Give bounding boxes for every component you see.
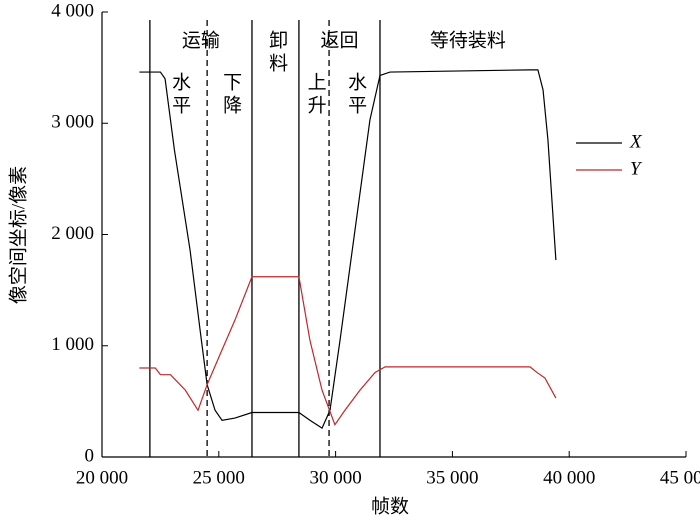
substage-label: 水平 — [169, 72, 191, 118]
x-tick-label: 35 000 — [426, 467, 478, 488]
y-tick-label: 0 — [85, 445, 95, 466]
legend-label: X — [629, 131, 643, 152]
y-tick-label: 4 000 — [51, 0, 94, 21]
x-tick-label: 40 000 — [543, 467, 595, 488]
x-tick-label: 25 000 — [193, 467, 245, 488]
x-tick-label: 45 000 — [660, 467, 700, 488]
y-tick-label: 2 000 — [51, 223, 94, 244]
y-axis-title: 像空间坐标/像素 — [7, 166, 29, 304]
stage-label: 等待装料 — [430, 29, 506, 51]
x-tick-label: 20 000 — [76, 467, 128, 488]
y-tick-label: 1 000 — [51, 334, 94, 355]
substage-label: 水平 — [345, 72, 367, 118]
substage-label: 上升 — [305, 72, 327, 118]
series-line — [139, 276, 557, 427]
stage-label: 卸料 — [266, 30, 288, 76]
stage-label: 运输 — [182, 29, 220, 51]
substage-label: 下降 — [220, 72, 241, 118]
x-axis-title: 帧数 — [371, 495, 409, 517]
stage-label: 返回 — [320, 29, 358, 51]
series-line — [139, 69, 557, 429]
legend-label: Y — [630, 158, 643, 179]
y-tick-label: 3 000 — [51, 112, 94, 133]
x-tick-label: 30 000 — [309, 467, 361, 488]
